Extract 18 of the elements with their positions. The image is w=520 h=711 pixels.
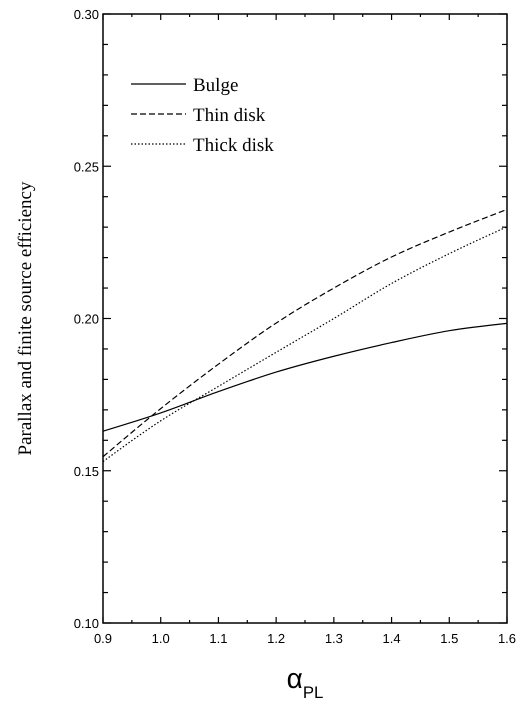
x-tick-label: 1.6: [498, 631, 516, 646]
y-tick-label: 0.15: [74, 464, 99, 479]
x-tick-label: 1.4: [382, 631, 401, 646]
x-tick-label: 0.9: [94, 631, 112, 646]
x-tick-label: 1.5: [440, 631, 458, 646]
x-tick-label: 1.2: [267, 631, 286, 646]
y-tick-label: 0.30: [74, 7, 99, 22]
x-axis-title: α$_{PL}$: [286, 663, 324, 702]
legend-label: Thick disk: [193, 135, 274, 156]
x-tick-label: 1.3: [324, 631, 343, 646]
y-tick-label: 0.20: [74, 312, 99, 326]
x-tick-label: 1.1: [209, 631, 228, 646]
y-tick-label: 0.25: [74, 159, 99, 174]
legend-label: Bulge: [193, 75, 238, 96]
y-axis-title: Parallax and finite source efficiency: [15, 181, 36, 456]
legend-label: Thin disk: [193, 105, 266, 126]
text: 1.0: [152, 631, 170, 646]
y-tick-label: 0.10: [74, 616, 99, 631]
